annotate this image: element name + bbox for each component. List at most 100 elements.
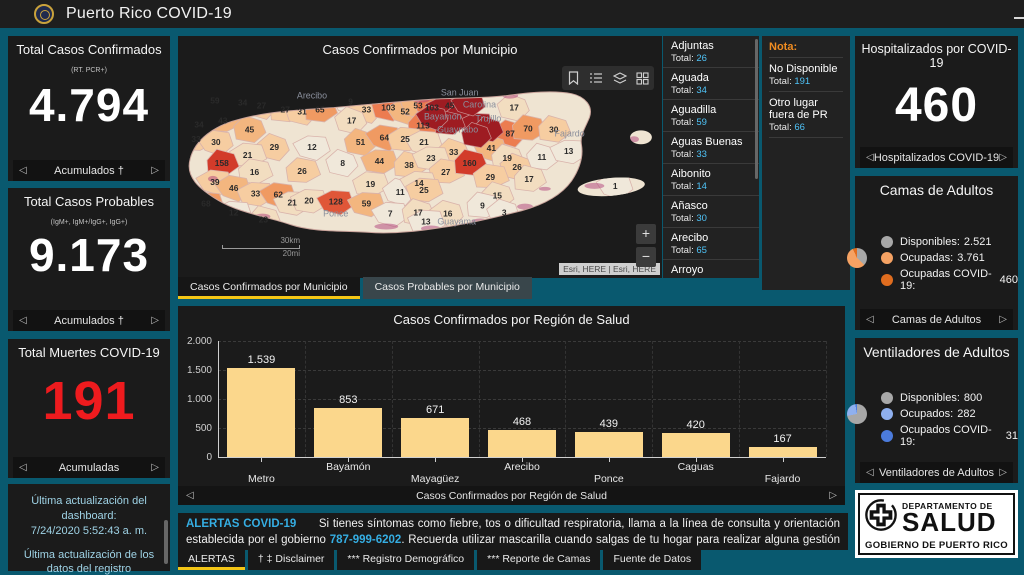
svg-text:17: 17	[347, 115, 357, 125]
list-item[interactable]: Adjuntas Total: 26	[663, 36, 759, 68]
map-scalebar: 30km 20mi	[222, 236, 300, 258]
x-category-label: Metro	[248, 473, 275, 485]
svg-text:Arecibo: Arecibo	[297, 91, 327, 101]
carousel-next-icon[interactable]: ▷	[151, 165, 159, 176]
tab-casos-confirmados-por-municipio[interactable]: Casos Confirmados por Municipio	[178, 277, 360, 299]
tab--reporte-de-camas[interactable]: *** Reporte de Camas	[477, 550, 601, 570]
carousel-next-icon[interactable]: ▷	[151, 462, 159, 473]
legend-item: Disponibles: 800	[855, 392, 1018, 404]
svg-text:26: 26	[297, 166, 307, 176]
bar-caguas[interactable]	[661, 432, 730, 457]
x-category-label: Caguas	[677, 461, 714, 473]
scrollbar[interactable]	[164, 520, 168, 564]
svg-text:21: 21	[287, 198, 297, 208]
scrollbar[interactable]	[755, 39, 758, 179]
svg-text:53: 53	[413, 101, 423, 111]
svg-text:87: 87	[505, 128, 515, 138]
map-attribution: Esri, HERE | Esri, HERE	[559, 263, 660, 275]
svg-text:Bayamón: Bayamón	[424, 111, 462, 121]
muertes-value: 191	[42, 371, 136, 431]
y-tick-label: 1.500	[186, 365, 212, 376]
list-item[interactable]: Añasco Total: 30	[663, 196, 759, 228]
card-title: Ventiladores de Adultos	[863, 344, 1010, 360]
carousel-next-icon[interactable]: ▷	[151, 315, 159, 326]
bar-bayamón[interactable]	[314, 407, 383, 457]
card-carousel: ◁ Acumulados † ▷	[13, 160, 165, 181]
bar-ponce[interactable]	[574, 431, 643, 457]
bar-metro[interactable]	[227, 367, 296, 457]
zoom-out-button[interactable]: −	[636, 247, 656, 267]
carousel-next-icon[interactable]: ▷	[999, 314, 1007, 325]
svg-text:23: 23	[259, 215, 269, 225]
list-item: Otro lugar fuera de PR Total: 66	[769, 92, 843, 138]
alert-phone: 787-999-6202	[329, 534, 402, 546]
hospitalizados-value: 460	[894, 79, 979, 132]
svg-text:39: 39	[210, 177, 220, 187]
svg-text:21: 21	[243, 150, 253, 160]
basemap-icon[interactable]	[636, 71, 649, 85]
svg-text:30: 30	[549, 124, 559, 134]
list-item[interactable]: ArroyoTotal: 13	[663, 260, 759, 278]
svg-text:25: 25	[400, 134, 410, 144]
card-subtitle: (IgM+, IgM+/IgG+, IgG+)	[50, 219, 128, 226]
svg-text:13: 13	[421, 216, 431, 226]
list-item[interactable]: Aguadilla Total: 59	[663, 100, 759, 132]
list-item[interactable]: Arecibo Total: 65	[663, 228, 759, 260]
layers-icon[interactable]	[612, 71, 627, 85]
confirmados-value: 4.794	[28, 79, 150, 131]
svg-text:27: 27	[257, 101, 267, 111]
svg-text:31: 31	[297, 107, 307, 117]
chart-panel: Casos Confirmados por Región de Salud 0 5…	[178, 306, 845, 505]
x-category-label: Fajardo	[764, 473, 801, 485]
bookmark-icon[interactable]	[567, 71, 580, 85]
card-total-casos-confirmados: Total Casos Confirmados (RT. PCR+) 4.794…	[8, 36, 170, 181]
legend-icon[interactable]	[589, 72, 603, 84]
tab--disclaimer[interactable]: † ‡ Disclaimer	[247, 550, 335, 570]
card-hospitalizados: Hospitalizados por COVID-19 460 ◁ Hospit…	[855, 36, 1018, 168]
carousel-label: Acumulados †	[54, 314, 124, 327]
carousel-next-icon[interactable]: ▷	[999, 152, 1007, 163]
tab-alertas[interactable]: ALERTAS	[178, 550, 245, 570]
carousel-prev-icon[interactable]: ◁	[186, 490, 194, 501]
svg-text:43: 43	[218, 115, 228, 125]
svg-text:30: 30	[211, 137, 221, 147]
svg-text:17: 17	[413, 208, 423, 218]
tab-fuente-de-datos[interactable]: Fuente de Datos	[603, 550, 702, 570]
carousel-prev-icon[interactable]: ◁	[19, 462, 27, 473]
covid-map[interactable]: 59 34 27 27 31 65 9 33 17 103 52 53 103 45 17 34 43 45 113…	[178, 60, 662, 278]
bar-value-label: 468	[512, 415, 532, 428]
carousel-prev-icon[interactable]: ◁	[19, 315, 27, 326]
tab-casos-probables-por-municipio[interactable]: Casos Probables por Municipio	[362, 277, 532, 299]
carousel-prev-icon[interactable]: ◁	[866, 152, 874, 163]
svg-text:19: 19	[366, 179, 376, 189]
svg-text:52: 52	[400, 107, 410, 117]
carousel-prev-icon[interactable]: ◁	[19, 165, 27, 176]
dashboard-update: Última actualización del dashboard: 7/24…	[30, 495, 148, 537]
carousel-prev-icon[interactable]: ◁	[866, 314, 874, 325]
svg-text:20: 20	[304, 196, 314, 206]
svg-text:38: 38	[404, 160, 414, 170]
carousel-prev-icon[interactable]: ◁	[866, 467, 874, 478]
map-tabs: Casos Confirmados por Municipio Casos Pro…	[178, 277, 532, 299]
tab--registro-demogr-fico[interactable]: *** Registro Demográfico	[337, 550, 475, 570]
municipio-list-panel: Adjuntas Total: 26 Aguada Total: 34 Aguadill…	[663, 36, 759, 278]
bar-arecibo[interactable]	[488, 429, 556, 457]
logo-line1: DEPARTAMENTO DE	[902, 501, 993, 512]
carousel-label: Camas de Adultos	[891, 313, 982, 326]
list-item[interactable]: Aguada Total: 34	[663, 68, 759, 100]
list-item[interactable]: Aibonito Total: 14	[663, 164, 759, 196]
map-title: Casos Confirmados por Municipio	[322, 42, 518, 57]
svg-text:12: 12	[229, 208, 239, 218]
ventiladores-pie-chart	[847, 404, 867, 424]
card-carousel: ◁ Acumulados † ▷	[13, 310, 165, 331]
svg-text:8: 8	[340, 158, 345, 168]
bar-fajardo[interactable]	[748, 447, 817, 457]
bar-value-label: 167	[773, 433, 792, 446]
carousel-next-icon[interactable]: ▷	[829, 490, 837, 501]
carousel-next-icon[interactable]: ▷	[999, 467, 1007, 478]
zoom-in-button[interactable]: +	[636, 224, 656, 244]
list-item[interactable]: Aguas Buenas Total: 33	[663, 132, 759, 164]
update-info-panel: Última actualización del dashboard: 7/24…	[8, 484, 170, 575]
bar-value-label: 420	[686, 418, 705, 431]
bar-mayagüez[interactable]	[401, 418, 470, 457]
